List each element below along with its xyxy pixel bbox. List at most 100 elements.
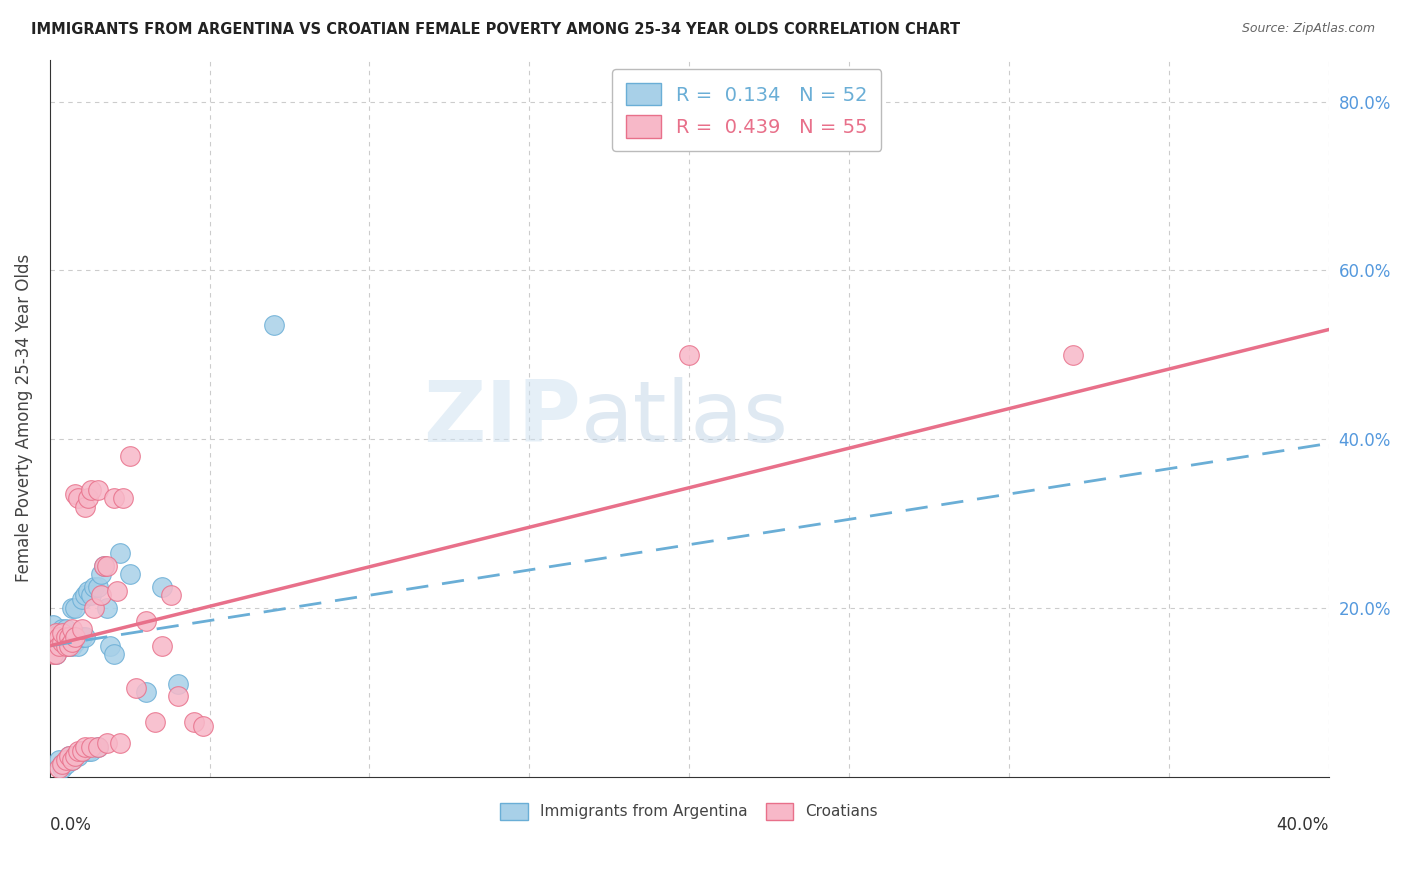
- Point: [77, 491, 100, 506]
- Point: [55, 639, 77, 653]
- Point: [108, 546, 131, 560]
- Point: [60, 601, 83, 615]
- Point: [118, 449, 141, 463]
- Point: [678, 348, 700, 362]
- Point: [183, 714, 205, 729]
- Point: [55, 622, 77, 636]
- Point: [55, 631, 77, 645]
- Text: Source: ZipAtlas.com: Source: ZipAtlas.com: [1241, 22, 1375, 36]
- Point: [70, 744, 93, 758]
- Point: [45, 648, 67, 662]
- Point: [51, 626, 73, 640]
- Point: [105, 584, 128, 599]
- Text: 0.0%: 0.0%: [49, 816, 91, 834]
- Y-axis label: Female Poverty Among 25-34 Year Olds: Female Poverty Among 25-34 Year Olds: [15, 254, 32, 582]
- Point: [100, 639, 122, 653]
- Point: [60, 622, 83, 636]
- Point: [60, 753, 83, 767]
- Point: [42, 639, 65, 653]
- Point: [70, 622, 93, 636]
- Point: [55, 631, 77, 645]
- Point: [45, 626, 67, 640]
- Point: [58, 631, 80, 645]
- Text: atlas: atlas: [581, 376, 789, 459]
- Point: [45, 648, 67, 662]
- Point: [67, 748, 90, 763]
- Point: [150, 580, 173, 594]
- Point: [96, 601, 118, 615]
- Point: [90, 567, 112, 582]
- Point: [143, 714, 166, 729]
- Point: [150, 639, 173, 653]
- Point: [51, 622, 73, 636]
- Point: [80, 744, 103, 758]
- Point: [83, 580, 105, 594]
- Point: [96, 736, 118, 750]
- Point: [77, 584, 100, 599]
- Point: [48, 761, 70, 775]
- Point: [73, 740, 96, 755]
- Point: [45, 639, 67, 653]
- Point: [67, 491, 90, 506]
- Point: [48, 626, 70, 640]
- Point: [96, 558, 118, 573]
- Text: 40.0%: 40.0%: [1277, 816, 1329, 834]
- Point: [58, 639, 80, 653]
- Point: [65, 748, 87, 763]
- Point: [42, 617, 65, 632]
- Point: [135, 685, 157, 699]
- Point: [1062, 348, 1084, 362]
- Text: ZIP: ZIP: [423, 376, 581, 459]
- Point: [103, 648, 125, 662]
- Point: [70, 744, 93, 758]
- Point: [55, 753, 77, 767]
- Point: [93, 558, 115, 573]
- Point: [135, 614, 157, 628]
- Point: [166, 677, 188, 691]
- Point: [65, 631, 87, 645]
- Point: [77, 744, 100, 758]
- Point: [86, 483, 108, 497]
- Point: [70, 592, 93, 607]
- Point: [67, 744, 90, 758]
- Point: [48, 639, 70, 653]
- Point: [45, 631, 67, 645]
- Point: [112, 491, 135, 506]
- Point: [73, 588, 96, 602]
- Point: [118, 567, 141, 582]
- Point: [42, 631, 65, 645]
- Point: [108, 736, 131, 750]
- Point: [160, 588, 183, 602]
- Point: [51, 634, 73, 648]
- Point: [48, 639, 70, 653]
- Point: [263, 318, 285, 333]
- Point: [191, 719, 214, 733]
- Point: [103, 491, 125, 506]
- Point: [48, 631, 70, 645]
- Point: [80, 740, 103, 755]
- Point: [42, 631, 65, 645]
- Point: [86, 580, 108, 594]
- Point: [65, 748, 87, 763]
- Legend: Immigrants from Argentina, Croatians: Immigrants from Argentina, Croatians: [494, 797, 884, 826]
- Point: [80, 588, 103, 602]
- Point: [51, 756, 73, 771]
- Point: [58, 639, 80, 653]
- Point: [60, 753, 83, 767]
- Point: [42, 639, 65, 653]
- Point: [80, 483, 103, 497]
- Point: [73, 631, 96, 645]
- Point: [58, 753, 80, 767]
- Point: [65, 487, 87, 501]
- Point: [55, 756, 77, 771]
- Point: [58, 748, 80, 763]
- Point: [60, 639, 83, 653]
- Point: [42, 648, 65, 662]
- Point: [86, 740, 108, 755]
- Text: IMMIGRANTS FROM ARGENTINA VS CROATIAN FEMALE POVERTY AMONG 25-34 YEAR OLDS CORRE: IMMIGRANTS FROM ARGENTINA VS CROATIAN FE…: [31, 22, 960, 37]
- Point: [93, 558, 115, 573]
- Point: [86, 740, 108, 755]
- Point: [65, 601, 87, 615]
- Point: [70, 631, 93, 645]
- Point: [67, 639, 90, 653]
